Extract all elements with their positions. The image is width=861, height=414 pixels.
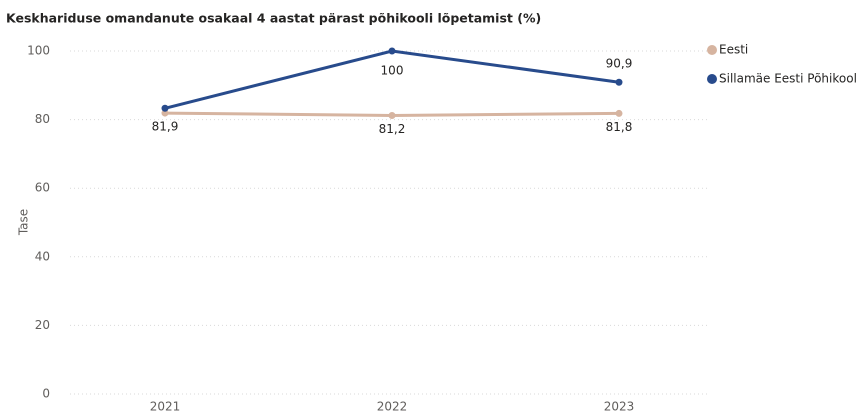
chart-title: Keskhariduse omandanute osakaal 4 aastat… — [6, 11, 541, 26]
y-tick-label: 0 — [42, 387, 50, 401]
y-tick-label: 40 — [35, 249, 50, 263]
y-axis-label: Tase — [17, 209, 31, 236]
data-label: 81,8 — [606, 120, 633, 134]
data-label: 81,2 — [379, 122, 406, 136]
y-tick-label: 60 — [35, 181, 50, 195]
legend-marker — [707, 74, 717, 84]
data-label: 81,9 — [152, 120, 179, 134]
point — [615, 78, 623, 86]
series-line — [164, 49, 620, 110]
legend-marker — [707, 45, 717, 55]
point — [161, 109, 169, 117]
data-label: 100 — [381, 64, 404, 78]
legend-label: Sillamäe Eesti Põhikool — [719, 72, 857, 86]
point — [161, 104, 169, 112]
x-tick-label: 2023 — [604, 400, 635, 414]
legend-label: Eesti — [719, 43, 748, 57]
point — [388, 111, 396, 119]
y-tick-label: 20 — [35, 318, 50, 332]
x-tick-label: 2021 — [150, 400, 181, 414]
point — [388, 47, 396, 55]
data-label: 90,9 — [606, 57, 633, 71]
y-tick-label: 80 — [35, 112, 50, 126]
y-tick-label: 100 — [27, 44, 50, 58]
x-tick-label: 2022 — [377, 400, 408, 414]
point — [615, 109, 623, 117]
